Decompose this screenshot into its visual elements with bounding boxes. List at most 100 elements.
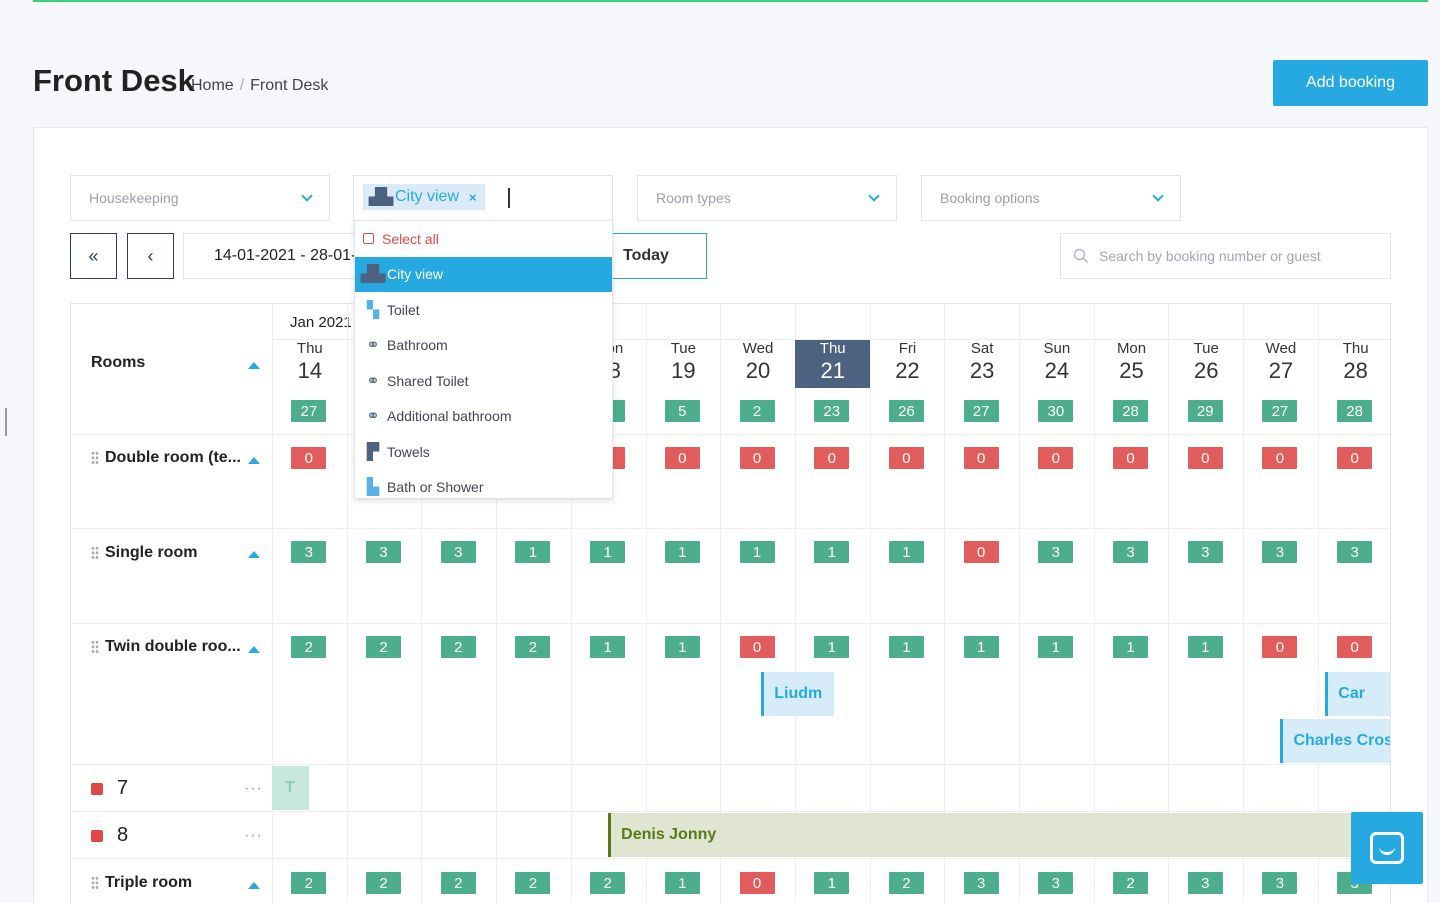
availability-badge[interactable]: 1: [1187, 636, 1223, 658]
availability-badge[interactable]: 3: [1187, 872, 1223, 894]
select-all-option[interactable]: Select all: [355, 221, 612, 257]
availability-badge[interactable]: 0: [1262, 636, 1298, 658]
availability-badge[interactable]: 3: [440, 541, 476, 563]
availability-badge[interactable]: 1: [590, 541, 626, 563]
availability-badge[interactable]: 2: [515, 872, 551, 894]
date-range-picker[interactable]: 14-01-2021 - 28-01-2021: [183, 233, 358, 279]
dropdown-option-city-view[interactable]: ▟▙ City view: [355, 256, 612, 292]
day-header[interactable]: Wed 20: [721, 340, 796, 388]
availability-badge[interactable]: 0: [739, 636, 775, 658]
room-type-label[interactable]: Single room: [91, 544, 197, 562]
availability-badge[interactable]: 3: [1038, 872, 1074, 894]
prev-page-button[interactable]: ‹: [127, 233, 174, 279]
availability-badge[interactable]: 1: [814, 541, 850, 563]
availability-badge[interactable]: 1: [664, 872, 700, 894]
availability-badge[interactable]: 3: [1262, 541, 1298, 563]
availability-badge[interactable]: 2: [366, 636, 402, 658]
availability-badge[interactable]: 0: [739, 872, 775, 894]
availability-badge[interactable]: 0: [1038, 447, 1074, 469]
collapse-triangle-icon[interactable]: [248, 882, 260, 889]
day-header[interactable]: Thu 14: [273, 340, 348, 388]
availability-badge[interactable]: 2: [291, 636, 327, 658]
more-options-icon[interactable]: ···: [244, 827, 263, 844]
booking-bar[interactable]: Denis Jonny: [608, 813, 1390, 857]
room-type-label[interactable]: Double room (te...: [91, 449, 241, 467]
availability-badge[interactable]: 1: [664, 636, 700, 658]
collapse-triangle-icon[interactable]: [248, 362, 260, 369]
availability-badge[interactable]: 1: [888, 636, 924, 658]
availability-badge[interactable]: 1: [963, 636, 999, 658]
dropdown-option-shared-toilet[interactable]: ⚭ Shared Toilet: [355, 363, 612, 399]
remove-tag-icon[interactable]: ×: [469, 189, 477, 205]
collapse-triangle-icon[interactable]: [248, 457, 260, 464]
day-header[interactable]: Thu 28: [1318, 340, 1390, 388]
add-booking-button[interactable]: Add booking: [1273, 60, 1428, 106]
availability-badge[interactable]: 2: [888, 872, 924, 894]
day-header[interactable]: Tue 19: [646, 340, 721, 388]
availability-badge[interactable]: 3: [963, 872, 999, 894]
today-button[interactable]: Today: [600, 233, 707, 279]
availability-badge[interactable]: 1: [814, 872, 850, 894]
availability-badge[interactable]: 0: [739, 447, 775, 469]
dropdown-option-bath-or-shower[interactable]: ▙ Bath or Shower: [355, 470, 612, 499]
booking-bar[interactable]: T: [272, 766, 310, 810]
availability-badge[interactable]: 1: [888, 541, 924, 563]
availability-badge[interactable]: 3: [366, 541, 402, 563]
room-types-select[interactable]: Room types: [637, 175, 897, 221]
day-header[interactable]: Tue 26: [1169, 340, 1244, 388]
availability-badge[interactable]: 0: [291, 447, 327, 469]
collapse-triangle-icon[interactable]: [248, 551, 260, 558]
availability-badge[interactable]: 0: [963, 541, 999, 563]
availability-badge[interactable]: 3: [1113, 541, 1149, 563]
booking-bar[interactable]: Liudm: [761, 672, 834, 716]
booking-bar[interactable]: Car: [1325, 672, 1390, 716]
booking-options-select[interactable]: Booking options: [921, 175, 1181, 221]
drag-handle-icon[interactable]: [91, 876, 99, 890]
availability-badge[interactable]: 0: [1262, 447, 1298, 469]
availability-badge[interactable]: 0: [664, 447, 700, 469]
availability-badge[interactable]: 1: [664, 541, 700, 563]
collapse-triangle-icon[interactable]: [248, 646, 260, 653]
availability-badge[interactable]: 0: [963, 447, 999, 469]
availability-badge[interactable]: 2: [440, 636, 476, 658]
dropdown-option-towels[interactable]: ▛ Towels: [355, 434, 612, 470]
availability-badge[interactable]: 1: [1038, 636, 1074, 658]
day-header[interactable]: Thu 21: [795, 340, 871, 388]
availability-badge[interactable]: 1: [814, 636, 850, 658]
availability-badge[interactable]: 1: [1113, 636, 1149, 658]
first-page-button[interactable]: «: [70, 233, 117, 279]
availability-badge[interactable]: 2: [515, 636, 551, 658]
day-header[interactable]: Sat 23: [945, 340, 1020, 388]
availability-badge[interactable]: 3: [291, 541, 327, 563]
availability-badge[interactable]: 1: [739, 541, 775, 563]
availability-badge[interactable]: 1: [515, 541, 551, 563]
day-header[interactable]: Sun 24: [1020, 340, 1095, 388]
drag-handle-icon[interactable]: [91, 546, 99, 560]
resize-handle[interactable]: [5, 408, 7, 436]
housekeeping-select[interactable]: Housekeeping: [70, 175, 330, 221]
availability-badge[interactable]: 3: [1187, 541, 1223, 563]
room-unit[interactable]: 8: [91, 824, 128, 847]
dropdown-option-additional-bathroom[interactable]: ⚭ Additional bathroom: [355, 399, 612, 435]
availability-badge[interactable]: 2: [291, 872, 327, 894]
availability-badge[interactable]: 2: [590, 872, 626, 894]
availability-badge[interactable]: 3: [1038, 541, 1074, 563]
dropdown-option-bathroom[interactable]: ⚭ Bathroom: [355, 328, 612, 364]
availability-badge[interactable]: 0: [1337, 636, 1373, 658]
day-header[interactable]: Fri 22: [870, 340, 945, 388]
day-header[interactable]: Mon 25: [1094, 340, 1169, 388]
availability-badge[interactable]: 0: [1113, 447, 1149, 469]
breadcrumb-home[interactable]: Home: [191, 77, 234, 94]
more-options-icon[interactable]: ···: [244, 780, 263, 797]
availability-badge[interactable]: 0: [1187, 447, 1223, 469]
availability-badge[interactable]: 3: [1337, 541, 1373, 563]
availability-badge[interactable]: 3: [1262, 872, 1298, 894]
chat-widget-button[interactable]: [1351, 812, 1423, 884]
availability-badge[interactable]: 0: [1337, 447, 1373, 469]
availability-badge[interactable]: 2: [1113, 872, 1149, 894]
day-header[interactable]: Wed 27: [1244, 340, 1319, 388]
availability-badge[interactable]: 1: [590, 636, 626, 658]
room-unit[interactable]: 7: [91, 777, 128, 800]
booking-bar[interactable]: Charles Cross: [1280, 719, 1390, 763]
drag-handle-icon[interactable]: [91, 640, 99, 654]
